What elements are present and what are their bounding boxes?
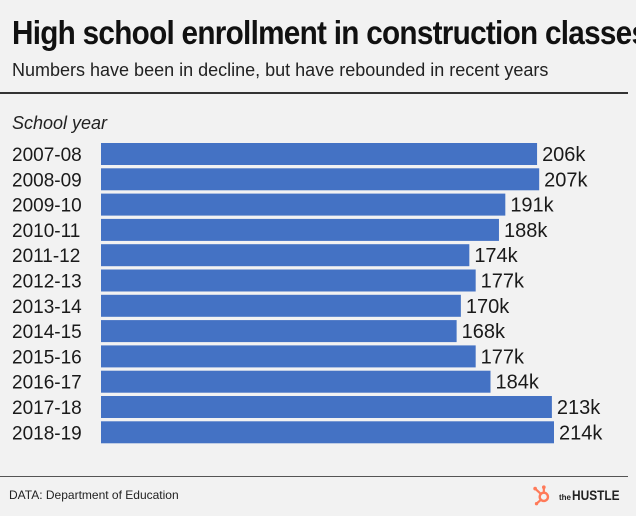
bar [101, 345, 476, 368]
category-label: 2016-17 [12, 373, 82, 394]
value-label: 206k [542, 144, 586, 166]
bar [101, 244, 470, 267]
chart-subtitle: Numbers have been in decline, but have r… [12, 60, 549, 80]
category-label: 2008-09 [12, 170, 82, 191]
brand-name: HUSTLE [572, 487, 620, 503]
bar [101, 320, 457, 343]
value-label: 213k [557, 397, 601, 419]
hubspot-sprocket-icon [533, 485, 550, 506]
bar [101, 294, 461, 317]
brand-prefix: the [559, 493, 571, 502]
top-divider [0, 92, 628, 94]
value-label: 177k [481, 346, 525, 368]
bar [101, 143, 538, 165]
bar [101, 421, 554, 444]
value-label: 170k [466, 296, 510, 318]
bar [101, 168, 540, 191]
value-label: 191k [510, 195, 554, 217]
value-label: 184k [495, 372, 539, 394]
category-label: 2011-12 [12, 246, 80, 267]
category-label: 2015-16 [12, 347, 82, 368]
value-label: 168k [462, 321, 506, 343]
bar [101, 218, 499, 241]
category-label: 2014-15 [12, 322, 82, 343]
bar [101, 370, 491, 393]
category-label: 2017-18 [12, 398, 82, 419]
bar-chart: 2007-08 206k 2008-09 207k 2009-10 191k 2010-11… [12, 143, 603, 444]
category-label: 2010-11 [12, 221, 80, 242]
value-label: 188k [504, 220, 548, 242]
value-label: 177k [481, 271, 525, 293]
value-label: 207k [544, 169, 588, 191]
category-axis-label: School year [12, 113, 108, 133]
brand-wordmark: the HUSTLE [559, 487, 628, 503]
source-note: DATA: Department of Education [9, 488, 179, 502]
bar [101, 396, 552, 418]
category-label: 2018-19 [12, 423, 82, 444]
category-label: 2009-10 [12, 196, 82, 217]
bar [101, 269, 476, 292]
value-label: 174k [474, 245, 518, 267]
category-label: 2013-14 [12, 297, 82, 318]
brand-logo: the HUSTLE [531, 484, 628, 506]
category-label: 2012-13 [12, 272, 82, 293]
category-label: 2007-08 [12, 145, 82, 166]
bar [101, 193, 506, 216]
value-label: 214k [559, 422, 603, 444]
bottom-divider [0, 476, 628, 477]
chart-title: High school enrollment in construction c… [12, 14, 636, 51]
